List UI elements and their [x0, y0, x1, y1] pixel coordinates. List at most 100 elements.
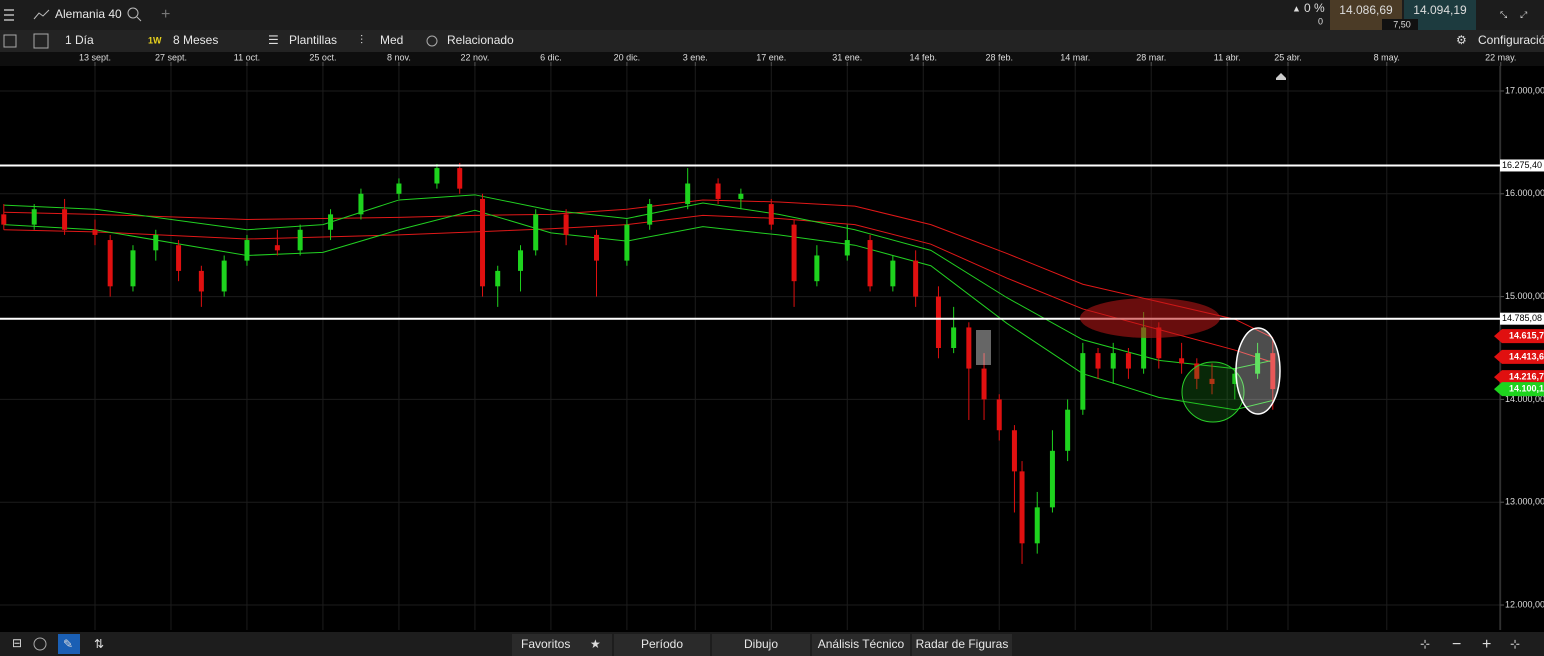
candle-body — [913, 260, 919, 297]
candle-body — [624, 224, 630, 261]
clear-tool[interactable] — [33, 637, 47, 651]
x-tick-label: 3 ene. — [683, 52, 708, 62]
zoom-out[interactable]: − — [1452, 636, 1461, 653]
spread-box — [1382, 19, 1418, 30]
candle-body — [130, 250, 136, 287]
x-tick-label: 22 nov. — [460, 52, 489, 62]
candle-body — [1065, 409, 1071, 451]
x-tick-label: 14 mar. — [1060, 52, 1090, 62]
top-bar — [0, 0, 1544, 30]
move-tool[interactable]: ⇅ — [94, 637, 104, 651]
price-tag — [1494, 329, 1544, 344]
today-marker — [1276, 73, 1286, 80]
layout-icon[interactable] — [33, 33, 49, 49]
candle-body — [981, 368, 987, 400]
candle-body — [434, 168, 440, 184]
candle-body — [647, 204, 653, 225]
candle-body — [738, 193, 744, 199]
candle-body — [1194, 363, 1200, 379]
candle-body — [685, 183, 691, 205]
cursor-tool[interactable]: ⊟ — [12, 636, 22, 650]
gap-highlight — [976, 330, 991, 365]
candle-body — [1270, 353, 1276, 390]
candle-body — [1080, 353, 1086, 410]
period: Período — [641, 637, 683, 651]
candle-body — [1049, 450, 1055, 508]
search-icon[interactable] — [127, 7, 139, 19]
chart-icon — [33, 9, 50, 20]
price-tag — [1494, 349, 1544, 364]
price-tag — [1494, 382, 1544, 397]
candle-body — [1095, 353, 1101, 369]
x-tick-label: 14 feb. — [909, 52, 937, 62]
level-tag — [1500, 312, 1544, 325]
plot — [0, 62, 1504, 630]
moving-average — [3, 194, 1273, 370]
candle-body — [867, 240, 873, 287]
instrument-name[interactable]: Alemania 40 — [55, 7, 122, 21]
indicators[interactable]: Med — [380, 33, 403, 47]
minimize[interactable]: ⤡ — [1500, 9, 1507, 19]
candle-body — [1156, 327, 1162, 359]
candle-body — [814, 255, 820, 282]
price-tag-label: 14.413,6 — [1509, 351, 1544, 361]
x-tick-label: 6 dic. — [540, 52, 562, 62]
zoom-in[interactable]: + — [1482, 636, 1491, 653]
list-icon[interactable] — [3, 34, 17, 48]
level-tag — [1500, 159, 1544, 172]
buy-price: 14.094,19 — [1413, 3, 1467, 17]
price-tag-label: 14.615,7 — [1509, 330, 1544, 340]
candle-body — [966, 327, 972, 369]
star-icon: ★ — [590, 637, 601, 651]
candle-body — [396, 183, 402, 194]
candle-body — [1232, 373, 1238, 384]
favorites-button[interactable] — [512, 634, 612, 656]
candle-body — [62, 209, 68, 230]
crosshair-tool[interactable]: ⊹ — [1420, 637, 1430, 651]
candle-body — [1125, 353, 1131, 369]
change-points: 0 — [1318, 16, 1323, 26]
interval[interactable]: 1 Día — [65, 33, 94, 47]
x-tick-label: 31 ene. — [832, 52, 862, 62]
candle-body — [890, 260, 896, 287]
candle-body — [495, 270, 501, 287]
settings[interactable]: Configuración — [1478, 33, 1544, 47]
change-arrow: ▲ — [1292, 3, 1301, 13]
pen-tool[interactable] — [58, 634, 80, 654]
related[interactable]: Relacionado — [447, 33, 514, 47]
popout[interactable]: ⤢ — [1519, 9, 1527, 19]
candle-body — [1179, 358, 1185, 364]
focus-ellipse — [1235, 327, 1281, 415]
candle-body — [1019, 471, 1025, 544]
x-tick-label: 13 sept. — [79, 52, 111, 62]
level-label: 14.785,08 — [1502, 313, 1542, 323]
analysis: Análisis Técnico — [818, 637, 905, 651]
analysis-button[interactable] — [812, 634, 910, 656]
candle-body — [31, 209, 37, 225]
menu-icon[interactable] — [4, 9, 14, 21]
indicators-icon: ⫶ — [360, 33, 363, 47]
patterns: Radar de Figuras — [916, 637, 1009, 651]
candle-body — [1255, 353, 1261, 374]
favorites: Favoritos — [521, 637, 570, 651]
templates-icon: ☰ — [268, 33, 279, 47]
x-tick-label: 11 oct. — [234, 52, 260, 62]
toolbar — [0, 30, 1544, 52]
period-button[interactable] — [614, 634, 710, 656]
add-tab[interactable]: + — [161, 6, 170, 23]
candle-body — [844, 240, 850, 256]
range[interactable]: 8 Meses — [173, 33, 218, 47]
candle-body — [1110, 353, 1116, 369]
candle-body — [457, 168, 463, 189]
interval-badge[interactable]: 1W — [148, 35, 162, 45]
candle-body — [594, 234, 600, 261]
x-tick-label: 8 may. — [1374, 52, 1400, 62]
templates[interactable]: Plantillas — [289, 33, 337, 47]
drawing-button[interactable] — [712, 634, 810, 656]
x-tick-label: 8 nov. — [387, 52, 411, 62]
fit-tool[interactable]: ⊹ — [1510, 637, 1520, 651]
patterns-button[interactable] — [912, 634, 1012, 656]
x-tick-label: 28 mar. — [1136, 52, 1166, 62]
candle-body — [996, 399, 1002, 431]
search-icon-handle — [136, 16, 142, 22]
